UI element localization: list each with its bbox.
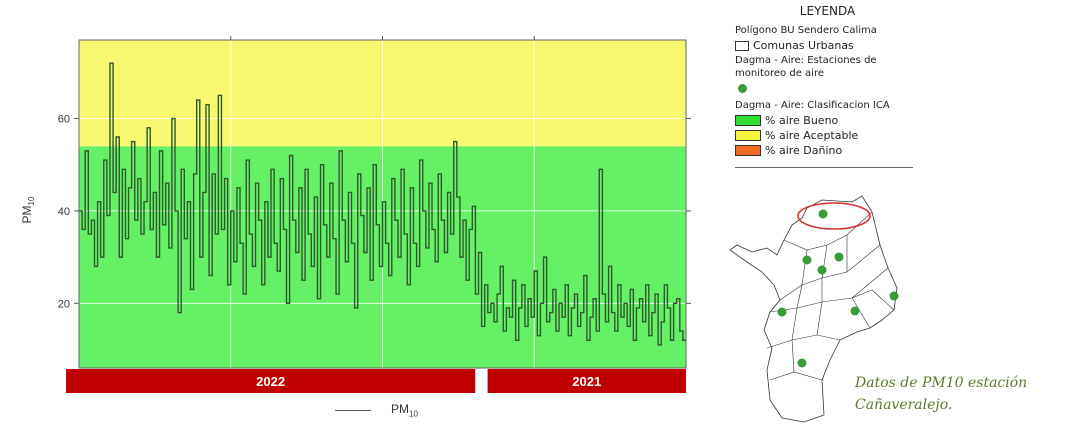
legend-swatch-0 <box>735 115 761 126</box>
city-outline <box>729 195 898 423</box>
station-marker-3 <box>834 252 844 262</box>
city-map <box>729 195 899 423</box>
legend-divider <box>735 167 913 168</box>
station-marker-7 <box>797 358 807 368</box>
station-marker-1 <box>802 255 812 265</box>
year-bar-label-2022: 2022 <box>256 374 285 389</box>
map-caption: Datos de PM10 estación Cañaveralejo. <box>855 372 1070 416</box>
y-tick-label-1: 40 <box>58 206 70 218</box>
legend-label-2: % aire Dañino <box>765 144 843 157</box>
year-bar-label-2021: 2021 <box>572 374 601 389</box>
station-marker-5 <box>777 307 787 317</box>
station-marker-0 <box>818 209 828 219</box>
station-dot-icon <box>738 84 747 93</box>
caption-line1: Datos de PM10 estación <box>855 375 1028 391</box>
legend-layer-stations: Dagma - Aire: Estaciones de monitoreo de… <box>735 54 920 80</box>
highlight-ellipse <box>797 202 871 230</box>
chart-series-legend: PM10 <box>335 402 418 418</box>
year-bar-2021 <box>487 369 686 393</box>
legend-comunas: Comunas Urbanas <box>735 39 920 52</box>
legend-label-1: % aire Aceptable <box>765 129 859 142</box>
caption-line2: Cañaveralejo. <box>855 397 953 413</box>
legend-item-1: % aire Aceptable <box>735 129 920 142</box>
year-bar-2022 <box>66 369 476 393</box>
pm10-series-line <box>79 62 686 346</box>
series-legend-label: PM10 <box>391 402 418 419</box>
legend-item-2: % aire Dañino <box>735 144 920 157</box>
legend-comunas-label: Comunas Urbanas <box>753 39 854 52</box>
pm10-chart: 20 40 60 PM10 2022 2021 <box>20 36 691 393</box>
station-marker-6 <box>850 306 860 316</box>
legend-item-0: % aire Bueno <box>735 114 920 127</box>
legend-swatch-2 <box>735 145 761 156</box>
y-axis-label: PM10 <box>20 196 36 223</box>
map-legend: LEYENDA Polígono BU Sendero Calima Comun… <box>735 4 920 168</box>
y-axis-ticks: 20 40 60 <box>58 36 691 310</box>
y-tick-label-0: 20 <box>58 298 70 310</box>
legend-label-0: % aire Bueno <box>765 114 839 127</box>
comunas-swatch <box>735 40 749 51</box>
legend-stations-line2: monitoreo de aire <box>735 68 824 79</box>
legend-layer-polygon: Polígono BU Sendero Calima <box>735 25 877 36</box>
comuna-boundaries <box>766 211 895 381</box>
station-marker-2 <box>817 265 827 275</box>
legend-title: LEYENDA <box>799 4 856 18</box>
year-bars: 2022 2021 <box>66 369 686 393</box>
station-markers <box>777 209 899 368</box>
y-tick-label-2: 60 <box>58 114 70 126</box>
legend-layer-ica: Dagma - Aire: Clasificacion ICA <box>735 100 890 111</box>
legend-swatch-1 <box>735 130 761 141</box>
station-marker-4 <box>889 291 899 301</box>
legend-ica-items: % aire Bueno % aire Aceptable % aire Dañin… <box>735 114 920 157</box>
series-line-swatch <box>335 409 371 411</box>
legend-stations-line1: Dagma - Aire: Estaciones de <box>735 55 877 66</box>
